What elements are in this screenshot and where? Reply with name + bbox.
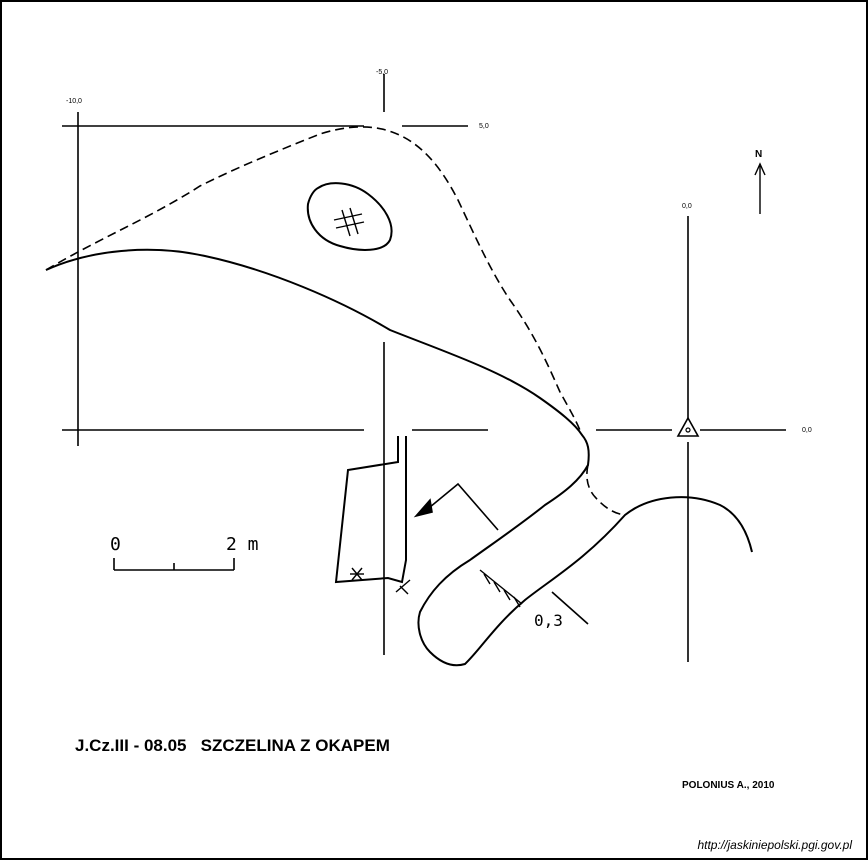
- slope-mark-icon: [395, 579, 411, 595]
- boulder-hash-icon: [333, 207, 365, 237]
- rock-pillar-outline: [306, 182, 393, 251]
- dripline-overhang: [45, 126, 583, 436]
- cross-section-arrow-icon: [413, 482, 499, 531]
- cave-fissure-outline: [334, 436, 407, 584]
- grid-label-right-top: 0,0: [682, 203, 692, 210]
- scale-end-label: 2 m: [226, 534, 259, 555]
- north-label: N: [755, 149, 762, 160]
- cave-wall-main: [45, 248, 753, 667]
- depth-annotation: 0,3: [534, 611, 563, 630]
- source-link[interactable]: http://jaskiniepolski.pgi.gov.pl: [697, 838, 852, 852]
- debris-star-icon: [350, 567, 364, 581]
- dripline-lower: [586, 464, 626, 516]
- survey-grid: [62, 74, 786, 662]
- survey-station-icon: [676, 416, 700, 437]
- grid-label-top-right: 5,0: [479, 123, 489, 130]
- author-credit: POLONIUS A., 2010: [682, 780, 775, 791]
- grid-label-right-middle: 0,0: [802, 427, 812, 434]
- grid-label-top-center: -5,0: [376, 69, 388, 76]
- cave-dripline: [45, 126, 626, 516]
- scale-start-label: 0: [110, 534, 121, 555]
- map-title: J.Cz.III - 08.05 SZCZELINA Z OKAPEM: [75, 736, 390, 755]
- north-arrow-icon: [754, 162, 766, 214]
- scale-bar: [113, 558, 235, 571]
- cave-walls: [45, 182, 753, 667]
- hatch-symbols: [333, 207, 523, 608]
- step-ticks-icon: [479, 569, 523, 608]
- depth-leader-line: [551, 591, 589, 625]
- grid-label-top-left: -10,0: [66, 98, 82, 105]
